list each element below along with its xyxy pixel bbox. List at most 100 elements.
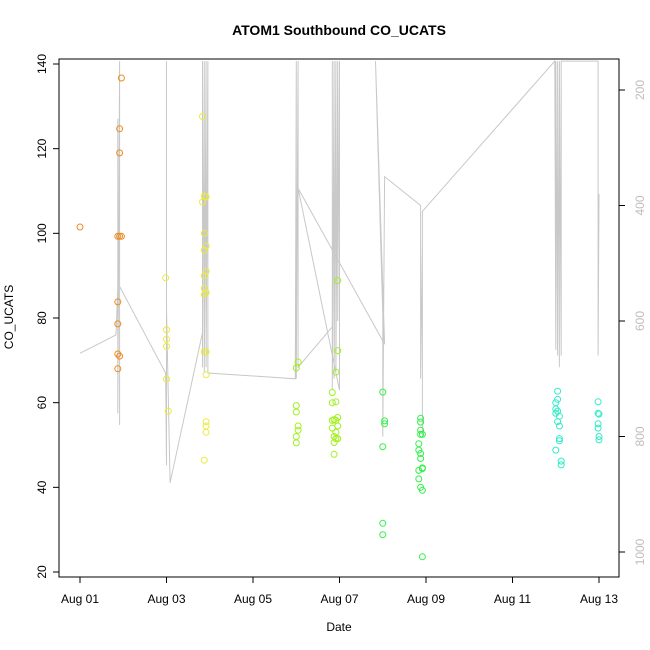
- data-point: [200, 246, 208, 254]
- series-group-1: [76, 74, 125, 373]
- data-point: [552, 405, 560, 413]
- x-tick-label: Aug 13: [580, 592, 618, 606]
- x-tick-label: Aug 01: [61, 592, 99, 606]
- data-point: [332, 398, 340, 406]
- data-point: [415, 440, 423, 448]
- data-point: [292, 408, 300, 416]
- data-point: [114, 350, 122, 358]
- x-tick-label: Aug 05: [234, 592, 272, 606]
- data-point: [334, 422, 342, 430]
- data-point: [114, 298, 122, 306]
- data-point: [202, 348, 210, 356]
- data-point: [200, 291, 208, 299]
- data-point: [418, 465, 426, 473]
- data-point: [417, 455, 425, 462]
- data-point: [555, 435, 563, 443]
- series-group-4: [379, 388, 426, 561]
- data-point: [417, 414, 425, 422]
- data-point: [594, 398, 602, 406]
- series-group-2: [162, 113, 210, 464]
- x-tick-label: Aug 09: [407, 592, 445, 606]
- data-point: [162, 274, 170, 282]
- data-point: [334, 414, 342, 421]
- x-tick-label: Aug 03: [147, 592, 185, 606]
- data-point: [292, 433, 300, 440]
- data-point: [555, 422, 563, 430]
- data-point: [417, 426, 425, 434]
- data-point: [381, 420, 389, 428]
- data-point: [116, 352, 124, 360]
- y-tick-label: 80: [35, 311, 49, 325]
- plot-area-frame: [58, 58, 620, 578]
- data-point: [163, 326, 170, 334]
- data-point: [557, 457, 565, 465]
- data-point: [594, 409, 602, 417]
- data-point: [330, 450, 338, 458]
- data-point: [332, 368, 340, 376]
- data-point: [114, 320, 122, 328]
- data-point: [164, 407, 172, 415]
- data-point: [202, 428, 210, 436]
- data-point: [202, 267, 210, 275]
- right-axis-tick-label: 1000: [633, 538, 647, 565]
- series-group-5: [552, 387, 603, 469]
- data-point: [381, 417, 389, 425]
- data-point: [379, 443, 387, 451]
- data-point: [202, 418, 210, 426]
- data-point: [202, 422, 210, 430]
- y-axis-label: CO_UCATS: [2, 285, 16, 349]
- right-axis-tick-label: 800: [633, 426, 647, 446]
- data-point: [334, 435, 342, 443]
- data-point: [555, 412, 563, 420]
- data-point: [379, 519, 387, 527]
- data-point: [417, 450, 425, 457]
- data-point: [328, 399, 336, 407]
- altitude-profile-line: [79, 59, 600, 483]
- y-tick-label: 120: [35, 138, 49, 158]
- y-tick-label: 60: [35, 396, 49, 410]
- data-point: [418, 553, 426, 561]
- y-tick-label: 20: [35, 565, 49, 579]
- data-point: [200, 456, 208, 464]
- data-point: [330, 439, 338, 446]
- data-point: [334, 277, 342, 285]
- data-point: [328, 389, 336, 396]
- data-point: [76, 223, 84, 231]
- data-point: [294, 422, 302, 430]
- data-point: [116, 125, 124, 133]
- data-point: [555, 437, 563, 445]
- data-point: [292, 402, 300, 410]
- data-point: [418, 486, 426, 494]
- right-axis-tick-label: 600: [633, 311, 647, 331]
- data-point: [202, 371, 210, 379]
- data-point: [114, 365, 122, 373]
- data-point: [594, 420, 602, 428]
- data-point: [415, 446, 423, 454]
- data-point: [199, 113, 206, 120]
- data-point: [417, 418, 425, 426]
- data-point: [200, 229, 208, 237]
- series-group-3: [292, 277, 342, 458]
- data-point: [117, 74, 125, 82]
- data-point: [202, 242, 210, 250]
- data-point: [557, 461, 565, 469]
- data-point: [379, 388, 387, 396]
- data-point: [163, 342, 170, 350]
- data-point: [554, 387, 562, 395]
- data-point: [594, 424, 602, 432]
- data-point: [595, 410, 603, 418]
- data-point: [595, 433, 603, 440]
- data-point: [294, 426, 302, 434]
- data-point: [117, 232, 125, 240]
- data-point: [116, 149, 124, 157]
- right-axis-tick-label: 400: [633, 195, 647, 215]
- data-point: [202, 193, 210, 201]
- y-tick-label: 140: [35, 54, 49, 74]
- altitude-profile-layer: [79, 59, 600, 483]
- data-points-layer: [76, 74, 603, 561]
- right-axis-tick-label: 200: [633, 80, 647, 100]
- data-point: [202, 289, 210, 297]
- data-point: [595, 436, 603, 444]
- data-point: [554, 395, 562, 403]
